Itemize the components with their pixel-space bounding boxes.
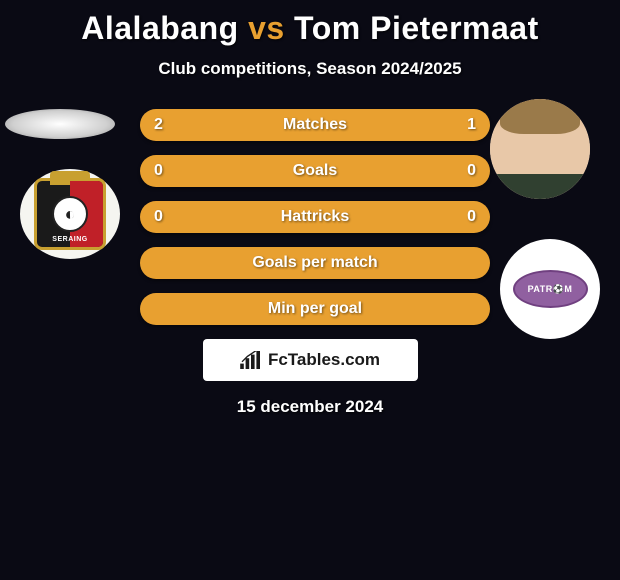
stat-row: 0Hattricks0 xyxy=(140,201,490,233)
stat-row: 2Matches1 xyxy=(140,109,490,141)
stat-label: Hattricks xyxy=(174,208,456,226)
stat-left-value: 0 xyxy=(154,208,174,226)
stat-right-value: 0 xyxy=(456,162,476,180)
stat-left-value: 2 xyxy=(154,116,174,134)
stat-label: Matches xyxy=(174,116,456,134)
subtitle: Club competitions, Season 2024/2025 xyxy=(0,59,620,79)
player1-avatar xyxy=(5,109,115,139)
site-logo-box: FcTables.com xyxy=(203,339,418,381)
player2-name: Tom Pietermaat xyxy=(294,10,539,46)
stat-row: 0Goals0 xyxy=(140,155,490,187)
date-text: 15 december 2024 xyxy=(0,397,620,417)
stat-right-value: 0 xyxy=(456,208,476,226)
stat-label: Goals xyxy=(174,162,456,180)
stat-right-value: 1 xyxy=(456,116,476,134)
patro-badge: PATR⚽M xyxy=(513,270,588,308)
stats-bars: 2Matches10Goals00Hattricks0Goals per mat… xyxy=(140,109,490,325)
stat-label: Goals per match xyxy=(154,254,476,272)
player1-team-badge: ◐ SERAING xyxy=(20,169,120,259)
stat-label: Min per goal xyxy=(154,300,476,318)
bars-icon xyxy=(240,351,262,369)
stat-left-value: 0 xyxy=(154,162,174,180)
vs-text: vs xyxy=(248,10,285,46)
stat-row: Min per goal xyxy=(140,293,490,325)
main-area: ◐ SERAING PATR⚽M 2Matches10Goals00Hattri… xyxy=(0,109,620,417)
site-name: FcTables.com xyxy=(268,350,380,370)
stat-row: Goals per match xyxy=(140,247,490,279)
player2-team-badge: PATR⚽M xyxy=(500,239,600,339)
seraing-badge: ◐ SERAING xyxy=(34,178,106,250)
title: Alalabang vs Tom Pietermaat xyxy=(0,10,620,47)
player1-name: Alalabang xyxy=(81,10,238,46)
player2-avatar xyxy=(490,99,590,199)
infographic-container: Alalabang vs Tom Pietermaat Club competi… xyxy=(0,0,620,417)
